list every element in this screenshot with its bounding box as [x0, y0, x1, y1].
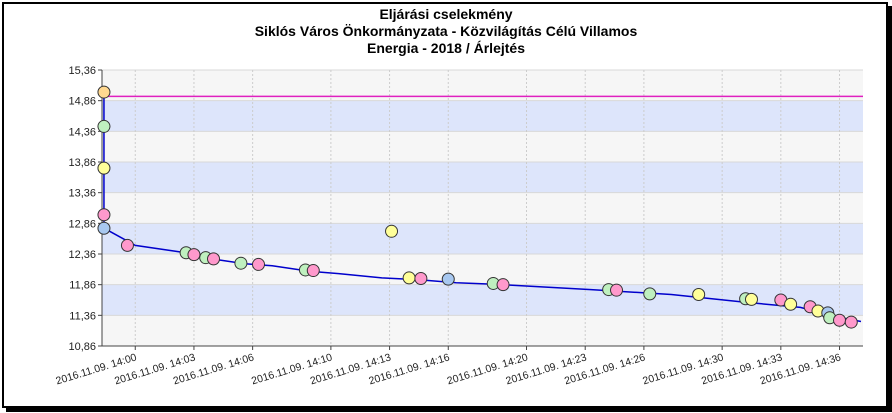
bid-point — [97, 161, 111, 175]
y-tick-label: 13,36 — [68, 188, 96, 200]
bid-point — [414, 272, 428, 286]
title-line-3: Energia - 2018 / Árlejtés — [367, 40, 525, 56]
bid-point — [187, 248, 201, 262]
bid-point — [207, 252, 221, 266]
bid-point — [402, 271, 416, 285]
y-tick-label: 11,36 — [69, 310, 96, 322]
grid-band — [102, 223, 863, 254]
bid-point — [744, 292, 758, 306]
grid-band — [102, 162, 863, 193]
bid-point — [385, 224, 399, 238]
grid-band — [102, 284, 863, 316]
bid-point — [833, 313, 847, 327]
bid-point — [784, 297, 798, 311]
bid-point — [441, 272, 455, 286]
title-line-1: Eljárási cselekmény — [379, 6, 513, 22]
y-tick-label: 10,86 — [68, 341, 96, 353]
chart-title: Eljárási cselekmény Siklós Város Önkormá… — [0, 6, 892, 57]
grid-band — [102, 100, 863, 132]
y-tick-label: 14,86 — [68, 96, 96, 108]
y-tick-label: 13,86 — [68, 157, 96, 169]
bid-point — [496, 278, 510, 292]
bid-point — [252, 257, 266, 271]
bid-point — [97, 208, 111, 222]
y-tick-label: 12,86 — [68, 218, 96, 230]
bid-point — [610, 283, 624, 297]
bid-point — [97, 85, 111, 99]
y-tick-label: 14,36 — [68, 126, 96, 138]
bid-point — [97, 119, 111, 133]
bid-point — [97, 221, 111, 235]
bid-point — [643, 287, 657, 301]
y-tick-label: 15,36 — [68, 65, 96, 77]
title-line-2: Siklós Város Önkormányzata - Közvilágítá… — [254, 23, 638, 39]
bid-point — [692, 287, 706, 301]
bid-point — [234, 256, 248, 270]
bid-point — [844, 315, 858, 329]
bid-point — [120, 238, 134, 252]
y-tick-label: 11,86 — [69, 280, 96, 292]
y-tick-label: 12,36 — [68, 249, 96, 261]
bid-point — [306, 264, 320, 278]
